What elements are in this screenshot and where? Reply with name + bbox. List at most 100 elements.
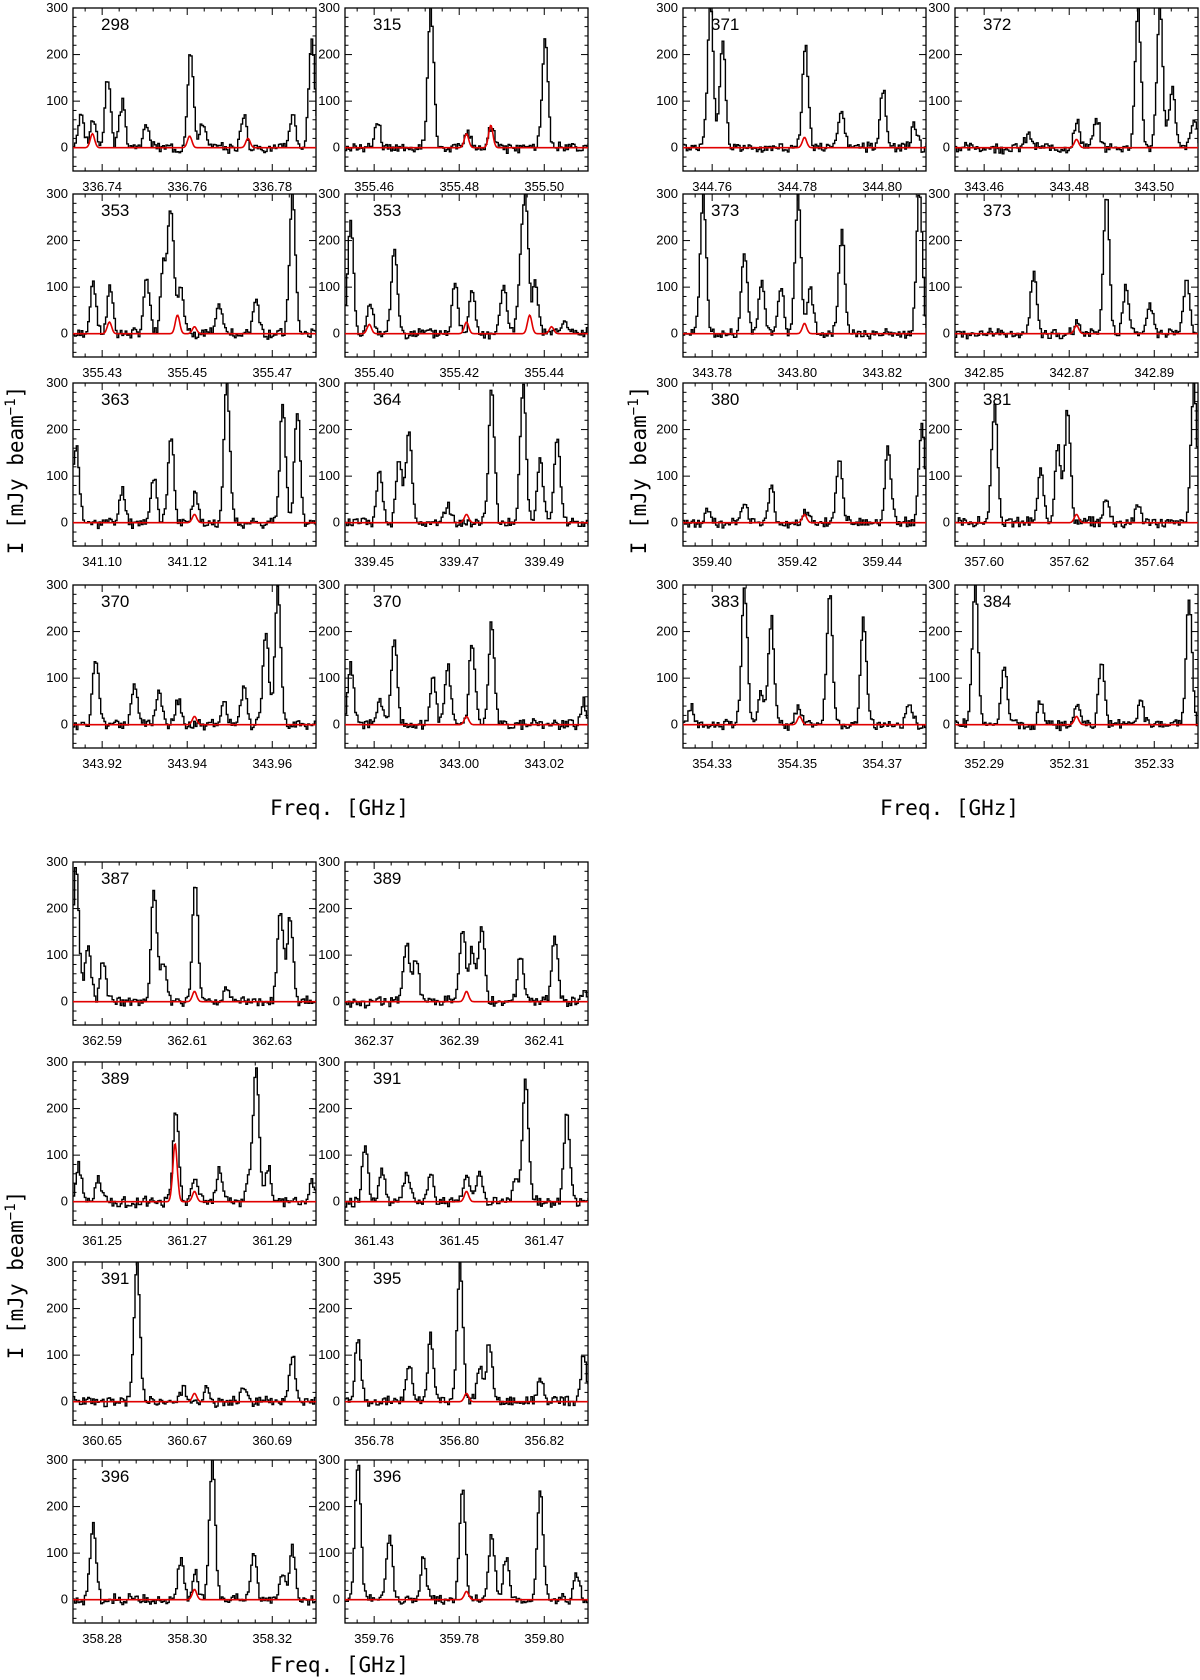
y-tick-label: 300 bbox=[46, 186, 68, 201]
x-tick-label: 354.33 bbox=[692, 756, 732, 771]
y-tick-label: 300 bbox=[46, 854, 68, 869]
x-tick-label: 343.82 bbox=[862, 365, 902, 380]
x-tick-label: 344.76 bbox=[692, 179, 732, 194]
y-tick-label: 100 bbox=[656, 93, 678, 108]
y-tick-label: 200 bbox=[46, 901, 68, 916]
observed-spectrum-line bbox=[73, 38, 316, 154]
x-tick-label: 359.40 bbox=[692, 554, 732, 569]
y-tick-label: 200 bbox=[46, 233, 68, 248]
x-tick-label: 360.67 bbox=[167, 1433, 207, 1448]
ylabel-right: I [mJy beam−1] bbox=[626, 386, 651, 555]
y-tick-label: 300 bbox=[46, 1452, 68, 1467]
spectrum-panel: 0 100 200 300 355.46 355.48 355.50 315 bbox=[318, 0, 589, 194]
spectrum-panel: 0 100 200 300 352.29 352.31 352.33 384 bbox=[928, 577, 1199, 771]
y-tick-label: 0 bbox=[61, 717, 68, 732]
x-tick-label: 358.30 bbox=[167, 1631, 207, 1646]
spectrum-panel: 0 100 200 300 336.74 336.76 336.78 298 bbox=[46, 0, 317, 194]
y-tick-label: 100 bbox=[46, 1545, 68, 1560]
x-tick-label: 355.46 bbox=[354, 179, 394, 194]
y-tick-label: 0 bbox=[671, 515, 678, 530]
y-tick-label: 300 bbox=[318, 1054, 340, 1069]
model-spectrum-line bbox=[683, 715, 926, 726]
x-tick-label: 342.89 bbox=[1134, 365, 1174, 380]
y-tick-label: 300 bbox=[46, 577, 68, 592]
y-tick-label: 100 bbox=[656, 279, 678, 294]
x-tick-label: 355.40 bbox=[354, 365, 394, 380]
spectrum-panel: 0 100 200 300 339.45 339.47 339.49 364 bbox=[318, 375, 589, 569]
y-tick-label: 100 bbox=[46, 279, 68, 294]
x-tick-label: 341.10 bbox=[82, 554, 122, 569]
x-tick-label: 362.39 bbox=[439, 1033, 479, 1048]
y-tick-label: 200 bbox=[46, 47, 68, 62]
panel-id-label: 380 bbox=[711, 390, 739, 409]
y-tick-label: 100 bbox=[928, 279, 950, 294]
model-spectrum-line bbox=[955, 513, 1198, 524]
panel-frame bbox=[682, 382, 927, 547]
spectrum-panel: 0 100 200 300 343.46 343.48 343.50 372 bbox=[928, 0, 1199, 194]
panel-id-label: 353 bbox=[373, 201, 401, 220]
y-tick-label: 200 bbox=[928, 47, 950, 62]
observed-spectrum-line bbox=[345, 383, 588, 528]
y-tick-label: 200 bbox=[46, 624, 68, 639]
y-tick-label: 0 bbox=[671, 140, 678, 155]
spectrum-panel: 0 100 200 300 358.28 358.30 358.32 396 bbox=[46, 1452, 317, 1646]
x-tick-label: 341.14 bbox=[252, 554, 292, 569]
panel-id-label: 371 bbox=[711, 15, 739, 34]
model-spectrum-line bbox=[683, 322, 926, 335]
model-spectrum-line bbox=[683, 513, 926, 524]
panel-id-label: 391 bbox=[101, 1269, 129, 1288]
model-spectrum-line bbox=[73, 513, 316, 524]
x-tick-label: 361.29 bbox=[252, 1233, 292, 1248]
y-tick-label: 200 bbox=[318, 422, 340, 437]
x-tick-label: 361.47 bbox=[524, 1233, 564, 1248]
panel-id-label: 395 bbox=[373, 1269, 401, 1288]
ylabel-sup: −1 bbox=[3, 398, 19, 415]
x-tick-label: 343.02 bbox=[524, 756, 564, 771]
y-tick-label: 200 bbox=[656, 47, 678, 62]
y-tick-label: 100 bbox=[318, 1347, 340, 1362]
observed-spectrum-line bbox=[955, 198, 1198, 340]
y-tick-label: 100 bbox=[318, 670, 340, 685]
x-tick-label: 357.60 bbox=[964, 554, 1004, 569]
observed-spectrum-line bbox=[73, 1067, 316, 1209]
y-tick-label: 200 bbox=[46, 1301, 68, 1316]
y-tick-label: 200 bbox=[318, 901, 340, 916]
panel-id-label: 389 bbox=[373, 869, 401, 888]
y-tick-label: 300 bbox=[318, 375, 340, 390]
panel-id-label: 370 bbox=[373, 592, 401, 611]
observed-spectrum-line bbox=[345, 1464, 588, 1605]
ylabel-close: ] bbox=[627, 386, 651, 399]
x-tick-label: 361.43 bbox=[354, 1233, 394, 1248]
y-tick-label: 300 bbox=[318, 1452, 340, 1467]
spectrum-panel: 0 100 200 300 359.40 359.42 359.44 380 bbox=[656, 375, 927, 569]
panel-frame bbox=[344, 193, 589, 358]
y-tick-label: 200 bbox=[656, 624, 678, 639]
x-tick-label: 356.82 bbox=[524, 1433, 564, 1448]
y-tick-label: 100 bbox=[656, 468, 678, 483]
model-spectrum-line bbox=[73, 314, 316, 335]
y-tick-label: 300 bbox=[928, 0, 950, 15]
panel-id-label: 315 bbox=[373, 15, 401, 34]
ylabel-sup: −1 bbox=[626, 398, 642, 415]
y-tick-label: 0 bbox=[333, 994, 340, 1009]
y-tick-label: 100 bbox=[318, 1147, 340, 1162]
observed-spectrum-line bbox=[73, 585, 316, 731]
observed-spectrum-line bbox=[73, 194, 316, 340]
y-tick-label: 300 bbox=[318, 854, 340, 869]
observed-spectrum-line bbox=[73, 867, 316, 1007]
y-tick-label: 100 bbox=[46, 93, 68, 108]
panel-frame bbox=[344, 1061, 589, 1226]
xlabel-bottom: Freq. [GHz] bbox=[270, 1653, 409, 1677]
y-tick-label: 100 bbox=[46, 670, 68, 685]
x-tick-label: 360.69 bbox=[252, 1433, 292, 1448]
y-tick-label: 0 bbox=[61, 1194, 68, 1209]
spectrum-panel: 0 100 200 300 342.85 342.87 342.89 373 bbox=[928, 186, 1199, 380]
y-tick-label: 300 bbox=[46, 1254, 68, 1269]
panel-frame bbox=[682, 7, 927, 172]
y-tick-label: 200 bbox=[46, 1499, 68, 1514]
x-tick-label: 343.80 bbox=[777, 365, 817, 380]
spectrum-panel: 0 100 200 300 343.92 343.94 343.96 370 bbox=[46, 577, 317, 771]
y-tick-label: 300 bbox=[656, 0, 678, 15]
x-tick-label: 362.61 bbox=[167, 1033, 207, 1048]
ylabel-left: I [mJy beam−1] bbox=[3, 386, 28, 555]
